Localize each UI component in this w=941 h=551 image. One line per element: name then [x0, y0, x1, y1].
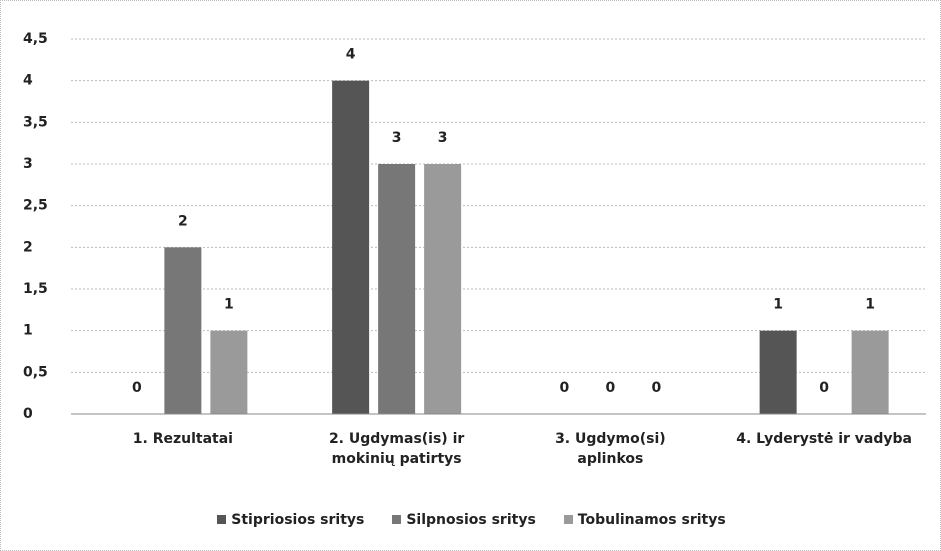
data-label: 3 — [392, 130, 402, 146]
x-tick-label: 2. Ugdymas(is) ir mokinių patirtys — [328, 431, 465, 467]
data-label: 1 — [865, 297, 875, 313]
y-tick-label: 3 — [23, 156, 33, 172]
legend-item: Stipriosios sritys — [217, 512, 364, 528]
data-label: 3 — [438, 130, 448, 146]
legend-label: Tobulinamos sritys — [577, 512, 726, 528]
legend-label: Silpnosios sritys — [406, 512, 536, 528]
data-label: 1 — [773, 297, 783, 313]
bar — [210, 330, 248, 414]
y-tick-label: 2,5 — [23, 198, 48, 214]
x-tick-label: 4. Lyderystė ir vadyba — [736, 431, 912, 447]
y-tick-label: 1 — [23, 323, 33, 339]
y-tick-label: 0,5 — [23, 364, 48, 380]
bar — [164, 247, 202, 414]
bar — [378, 164, 416, 414]
bar — [851, 330, 889, 414]
data-label: 0 — [606, 380, 616, 396]
legend-swatch — [392, 515, 402, 524]
data-label: 1 — [224, 297, 234, 313]
data-label: 0 — [819, 380, 829, 396]
y-tick-label: 2 — [23, 239, 33, 255]
y-tick-label: 1,5 — [23, 281, 48, 297]
bar — [759, 330, 797, 414]
y-tick-label: 4,5 — [23, 31, 48, 47]
legend: Stipriosios sritys Silpnosios sritys Tobul… — [1, 512, 940, 528]
y-tick-label: 0 — [23, 406, 33, 422]
x-tick-label: 1. Rezultatai — [132, 431, 233, 447]
data-label: 2 — [178, 213, 188, 229]
legend-swatch — [563, 515, 573, 524]
bar — [332, 80, 370, 415]
legend-item: Silpnosios sritys — [392, 512, 536, 528]
data-label: 0 — [560, 380, 570, 396]
data-label: 4 — [346, 47, 356, 63]
bar — [424, 164, 462, 414]
y-tick-label: 3,5 — [23, 114, 48, 130]
data-label: 0 — [132, 380, 142, 396]
y-tick-label: 4 — [23, 73, 33, 89]
x-tick-label: 3. Ugdymo(si) aplinkos — [555, 431, 666, 467]
legend-label: Stipriosios sritys — [231, 512, 365, 528]
legend-swatch — [217, 515, 227, 524]
legend-item: Tobulinamos sritys — [563, 512, 726, 528]
data-label: 0 — [652, 380, 662, 396]
